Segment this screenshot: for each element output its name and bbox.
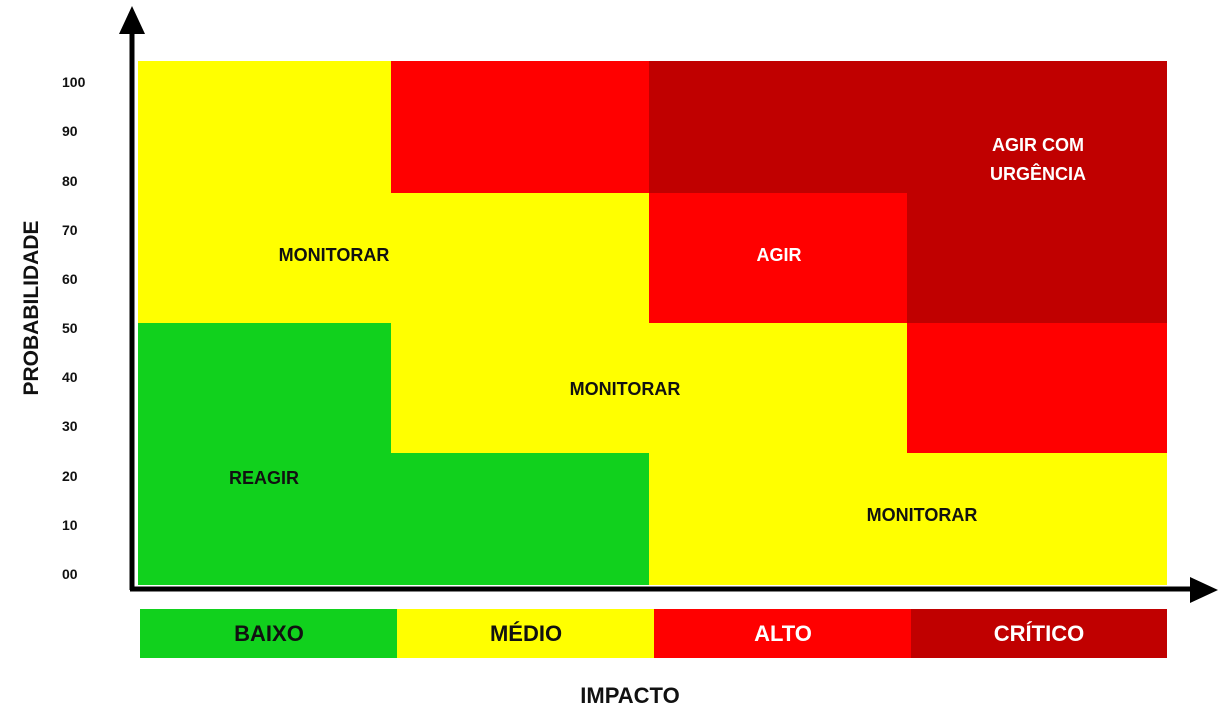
zone-label-agir: AGIR — [756, 245, 802, 265]
legend-label: CRÍTICO — [993, 620, 1085, 646]
legend-label: BAIXO — [234, 620, 304, 646]
zone-label-reagir: REAGIR — [228, 468, 299, 488]
y-tick-label: 90 — [62, 123, 78, 139]
cell-yellow-bottom-right — [649, 453, 1167, 585]
y-axis-arrow-icon — [119, 6, 145, 34]
y-tick-label: 00 — [62, 566, 78, 582]
cell-green-mid — [138, 323, 392, 454]
cell-red-top — [391, 61, 650, 194]
cell-green-bottom — [138, 453, 650, 585]
legend-item-critico: CRÍTICO — [911, 609, 1167, 658]
y-tick-label: 40 — [62, 369, 78, 385]
zone-label-agir-com-urgencia-2: URGÊNCIA — [989, 164, 1086, 184]
cell-yellow-mid-left — [138, 193, 650, 324]
y-tick-label: 30 — [62, 418, 78, 434]
cell-darkred-mid — [907, 193, 1167, 324]
zone-label-monitorar-bottom: MONITORAR — [866, 505, 978, 525]
x-axis-title: IMPACTO — [580, 683, 680, 708]
cell-red-right — [907, 323, 1167, 454]
zone-label-monitorar-middle: MONITORAR — [569, 379, 681, 399]
y-tick-label: 70 — [62, 222, 78, 238]
y-tick-label: 100 — [62, 74, 86, 90]
zone-label-monitorar-top: MONITORAR — [278, 245, 390, 265]
legend-label: MÉDIO — [489, 620, 563, 646]
cell-red-agir — [649, 193, 908, 324]
legend-item-alto: ALTO — [654, 609, 912, 658]
y-tick-label: 50 — [62, 320, 78, 336]
y-axis-title: PROBABILIDADE — [20, 220, 43, 396]
y-tick-label: 20 — [62, 468, 78, 484]
legend-label: ALTO — [754, 620, 812, 646]
y-tick-label: 60 — [62, 271, 78, 287]
legend-item-medio: MÉDIO — [397, 609, 655, 658]
cell-yellow-top-left — [138, 61, 392, 194]
zone-label-agir-com-urgencia-1: AGIR COM — [992, 135, 1084, 155]
legend-item-baixo: BAIXO — [140, 609, 398, 658]
y-tick-label: 10 — [62, 517, 78, 533]
cell-yellow-center — [391, 323, 908, 454]
cell-darkred-top — [649, 61, 1167, 194]
y-tick-label: 80 — [62, 173, 78, 189]
x-axis-arrow-icon — [1190, 577, 1218, 603]
